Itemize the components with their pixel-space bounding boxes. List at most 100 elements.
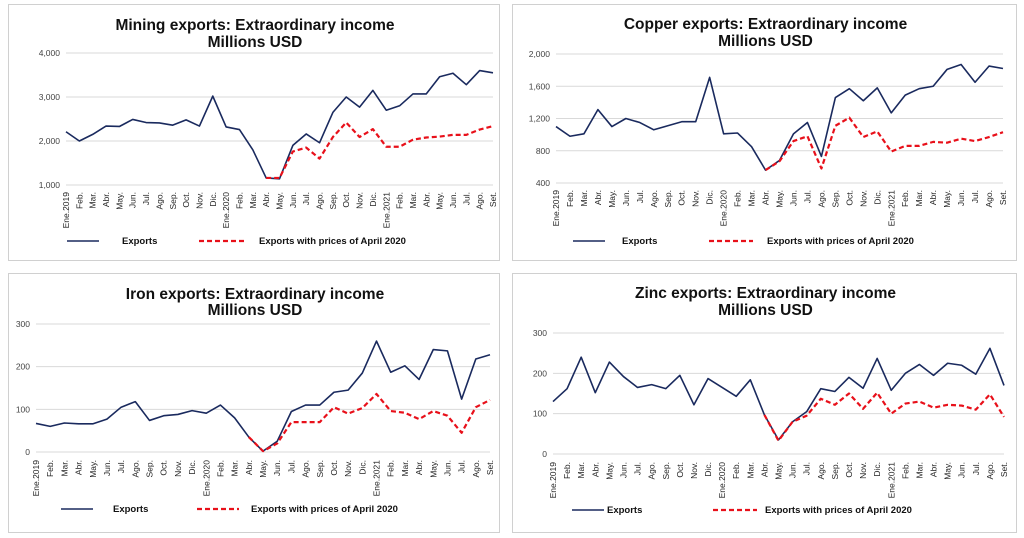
x-tick-label: Ago. [154, 192, 164, 210]
x-tick-label: Jul. [457, 460, 467, 473]
x-tick-label: Jun. [272, 460, 282, 476]
x-tick-label: Mar. [747, 190, 757, 207]
x-tick-label: Set. [999, 462, 1009, 477]
x-tick-label: May. [428, 460, 438, 478]
x-tick-label: Abr. [590, 462, 600, 477]
x-tick-label: Mar. [59, 460, 69, 477]
x-tick-label: Ago. [984, 190, 994, 208]
chart-subtitle: Millions USD [208, 302, 303, 319]
x-tick-label: Ago. [130, 460, 140, 478]
x-tick-label: Feb. [731, 462, 741, 479]
y-tick-label: 100 [16, 404, 30, 414]
x-tick-label: May. [114, 192, 124, 210]
y-tick-label: 200 [533, 368, 547, 378]
x-tick-label: Jun. [957, 462, 967, 478]
x-tick-label: Ago. [301, 460, 311, 478]
x-tick-label: Jul. [141, 192, 151, 205]
x-tick-label: Oct. [181, 192, 191, 208]
x-tick-label: May. [942, 190, 952, 208]
x-tick-label: Oct. [329, 460, 339, 476]
x-tick-label: Abr. [74, 460, 84, 475]
x-tick-label: Jul. [116, 460, 126, 473]
x-tick-label: Nov. [691, 190, 701, 207]
x-tick-label: Dic. [187, 460, 197, 475]
x-tick-label: Set. [998, 190, 1008, 205]
x-tick-label: Jul. [301, 192, 311, 205]
x-tick-label: Ago. [816, 462, 826, 480]
x-tick-label: Abr. [929, 462, 939, 477]
x-tick-label: Abr. [928, 190, 938, 205]
x-tick-label: Abr. [101, 192, 111, 207]
x-tick-label: Ene.2020 [719, 190, 729, 227]
x-tick-label: Abr. [761, 190, 771, 205]
x-tick-label: Sep. [328, 192, 338, 210]
legend-label: Exports [607, 505, 642, 516]
chart-title: Copper exports: Extraordinary income [624, 16, 908, 33]
chart-title: Zinc exports: Extraordinary income [635, 285, 896, 302]
x-tick-label: Abr. [261, 192, 271, 207]
x-tick-label: Oct. [677, 190, 687, 206]
x-tick-label: Ago. [816, 190, 826, 208]
x-tick-label: Jul. [970, 190, 980, 203]
legend-label: Exports with prices of April 2020 [259, 236, 406, 247]
x-tick-label: Jun. [618, 462, 628, 478]
x-tick-label: Ene.2019 [548, 462, 558, 499]
y-tick-label: 1,200 [529, 114, 551, 124]
x-tick-label: Jun. [288, 192, 298, 208]
x-tick-label: Dic. [705, 190, 715, 205]
x-tick-label: Mar. [230, 460, 240, 477]
x-tick-label: Sep. [661, 462, 671, 480]
x-tick-label: Oct. [341, 192, 351, 208]
series-line-exports [65, 69, 494, 180]
x-tick-label: Feb. [562, 462, 572, 479]
x-tick-label: Ene.2020 [201, 460, 211, 497]
series-line-exports [35, 340, 491, 452]
x-tick-label: Feb. [900, 462, 910, 479]
y-tick-label: 200 [16, 362, 30, 372]
y-tick-label: 4,000 [39, 48, 61, 58]
x-tick-label: Oct. [675, 462, 685, 478]
x-tick-label: Abr. [244, 460, 254, 475]
chart-panel-copper: Copper exports: Extraordinary income Mill… [512, 4, 1017, 261]
legend-label: Exports [122, 236, 157, 247]
legend-label: Exports [622, 236, 657, 247]
y-tick-label: 2,000 [529, 49, 551, 59]
x-tick-label: May. [943, 462, 953, 480]
x-tick-label: Ene.2019 [61, 192, 71, 229]
x-tick-label: May. [607, 190, 617, 208]
x-tick-label: Jul. [286, 460, 296, 473]
x-tick-label: Jul. [971, 462, 981, 475]
x-tick-label: May. [275, 192, 285, 210]
x-tick-label: Mar. [576, 462, 586, 479]
x-tick-label: Sep. [145, 460, 155, 478]
y-tick-label: 800 [536, 146, 550, 156]
series-line-exports-april-2020-prices [248, 392, 491, 453]
zinc-exports-chart: Zinc exports: Extraordinary incomeMillio… [533, 285, 1009, 516]
x-tick-label: Ene.2019 [551, 190, 561, 227]
x-tick-label: Sep. [315, 460, 325, 478]
x-tick-label: Ene.2020 [717, 462, 727, 499]
x-tick-label: Sep. [830, 462, 840, 480]
y-tick-label: 1,600 [529, 81, 551, 91]
mining-exports-chart: Mining exports: Extraordinary incomeMill… [39, 17, 498, 247]
x-tick-label: Jun. [102, 460, 112, 476]
x-tick-label: Abr. [421, 192, 431, 207]
chart-subtitle: Millions USD [718, 33, 813, 50]
x-tick-label: Dic. [368, 192, 378, 207]
x-tick-label: Nov. [173, 460, 183, 477]
x-tick-label: Nov. [858, 462, 868, 479]
chart-title: Mining exports: Extraordinary income [115, 17, 394, 34]
x-tick-label: Sep. [663, 190, 673, 208]
x-tick-label: Ene.2021 [886, 190, 896, 227]
x-tick-label: Dic. [703, 462, 713, 477]
series-line-exports [552, 347, 1005, 441]
x-tick-label: Jul. [633, 462, 643, 475]
series-line-exports-april-2020-prices [763, 391, 1005, 442]
chart-panel-mining: Mining exports: Extraordinary income Mill… [8, 4, 500, 261]
x-tick-label: Nov. [343, 460, 353, 477]
x-tick-label: Feb. [74, 192, 84, 209]
x-tick-label: Jul. [635, 190, 645, 203]
x-tick-label: Jul. [802, 190, 812, 203]
series-line-exports [555, 63, 1004, 171]
x-tick-label: Feb. [386, 460, 396, 477]
